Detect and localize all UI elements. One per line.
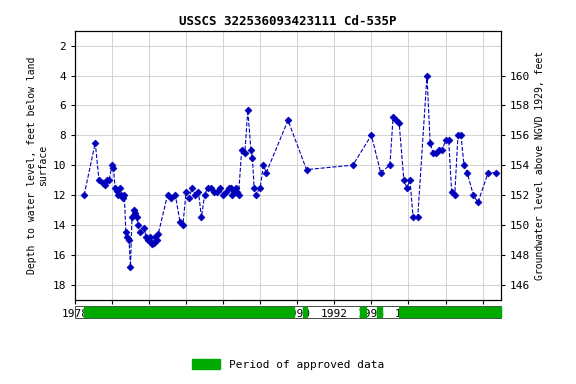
Y-axis label: Depth to water level, feet below land
surface: Depth to water level, feet below land su… (26, 56, 48, 274)
Title: USSCS 322536093423111 Cd-535P: USSCS 322536093423111 Cd-535P (179, 15, 397, 28)
Legend: Period of approved data: Period of approved data (188, 355, 388, 375)
Y-axis label: Groundwater level above NGVD 1929, feet: Groundwater level above NGVD 1929, feet (535, 51, 544, 280)
